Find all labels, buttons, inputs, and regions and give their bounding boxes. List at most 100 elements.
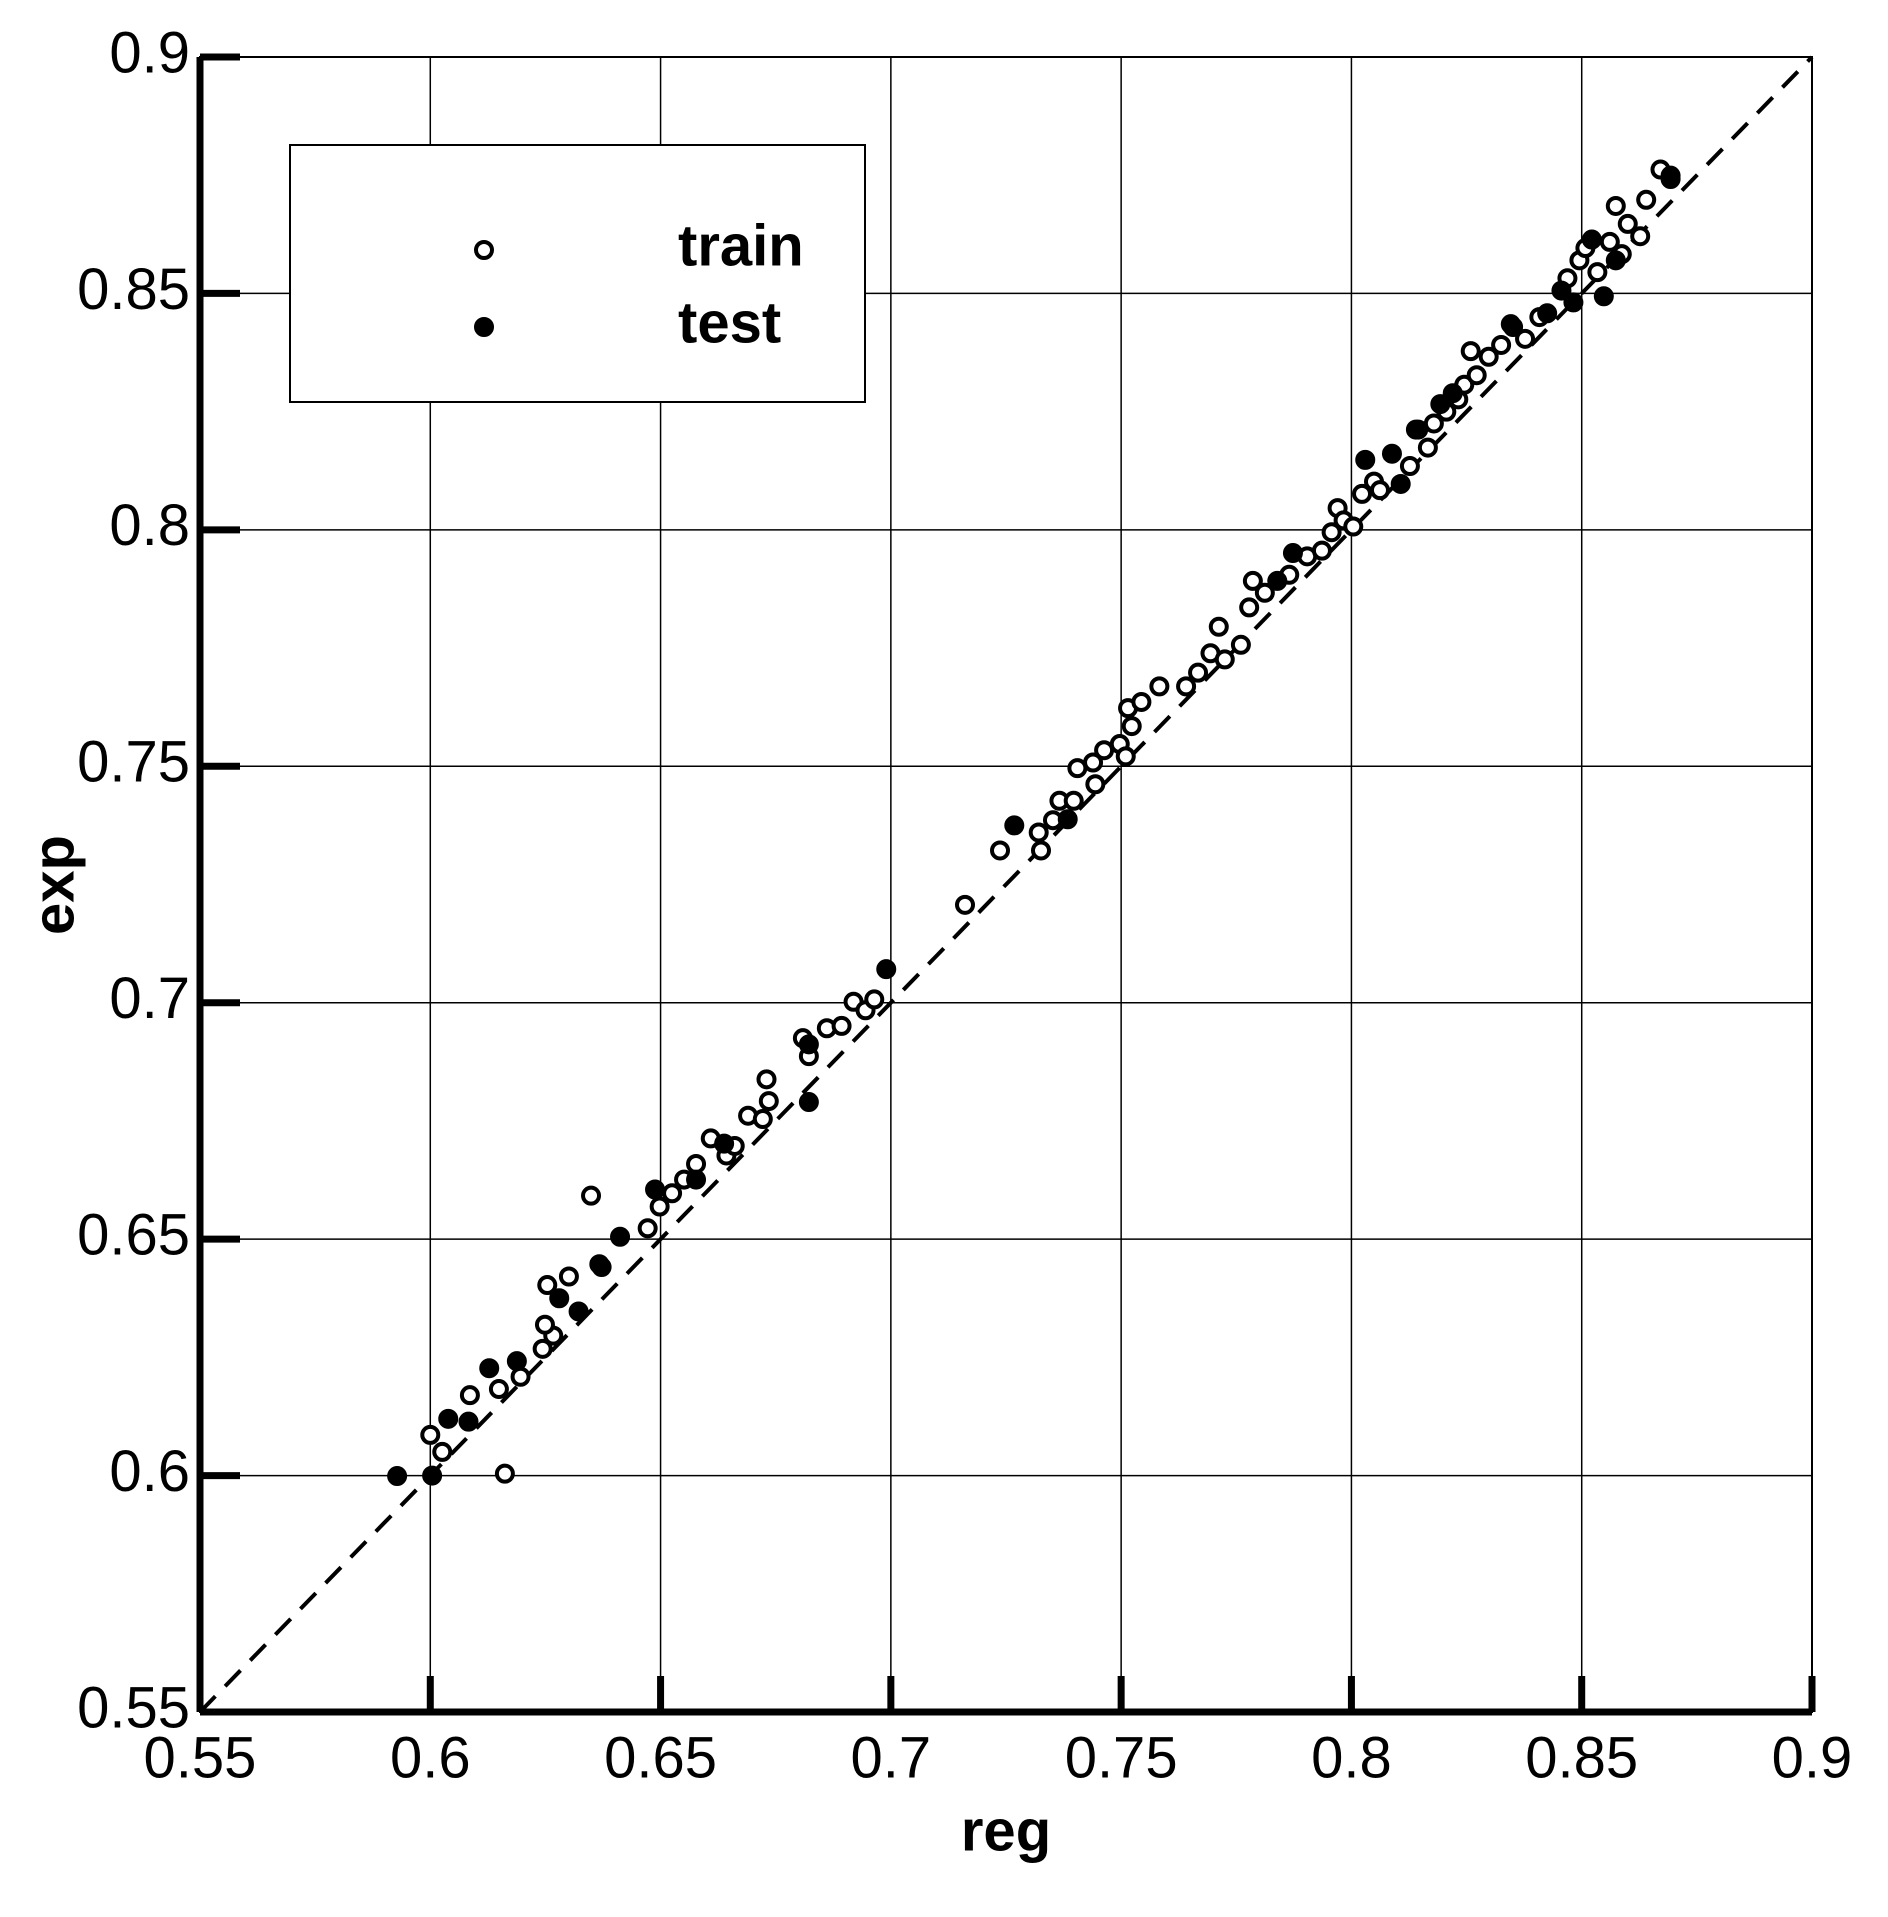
point <box>1460 341 1481 362</box>
point <box>798 1034 819 1055</box>
point <box>686 1153 707 1174</box>
point <box>459 1385 480 1406</box>
point <box>488 1379 509 1400</box>
point <box>637 1218 658 1239</box>
point <box>1267 570 1288 591</box>
point <box>1491 334 1512 355</box>
y-tick-label: 0.7 <box>109 966 190 1031</box>
point <box>1121 716 1142 737</box>
point <box>534 1314 555 1335</box>
point <box>1390 473 1411 494</box>
point <box>1636 189 1657 210</box>
point <box>558 1266 579 1287</box>
point <box>1352 483 1373 504</box>
point <box>432 1441 453 1462</box>
point <box>649 1196 670 1217</box>
point <box>1381 443 1402 464</box>
x-tick-label: 0.55 <box>144 1725 257 1790</box>
legend-marker <box>474 240 494 260</box>
y-tick-label: 0.8 <box>109 493 190 558</box>
point <box>864 989 885 1010</box>
point <box>420 1424 441 1445</box>
point <box>387 1466 408 1487</box>
point <box>1417 437 1438 458</box>
point <box>1605 250 1626 271</box>
point <box>1478 346 1499 367</box>
point <box>686 1169 707 1190</box>
diagonal-line <box>198 55 1814 1714</box>
point <box>479 1358 500 1379</box>
point <box>1067 758 1088 779</box>
point <box>1581 229 1602 250</box>
point <box>549 1288 570 1309</box>
point <box>532 1338 553 1359</box>
point <box>1085 774 1106 795</box>
point <box>758 1091 779 1112</box>
point <box>1605 195 1626 216</box>
point <box>591 1257 612 1278</box>
point <box>1239 597 1260 618</box>
point <box>1551 280 1572 301</box>
point <box>1343 516 1364 537</box>
point <box>1587 262 1608 283</box>
y-tick-label: 0.65 <box>77 1202 190 1267</box>
point <box>1188 662 1209 683</box>
point <box>1369 480 1390 501</box>
point <box>1149 676 1170 697</box>
point <box>1004 815 1025 836</box>
point <box>438 1408 459 1429</box>
legend-label: train <box>678 213 804 278</box>
point <box>798 1092 819 1113</box>
point <box>1131 691 1152 712</box>
point <box>1599 231 1620 252</box>
point <box>756 1069 777 1090</box>
point <box>1176 676 1197 697</box>
point <box>1617 213 1638 234</box>
point <box>1230 634 1251 655</box>
point <box>1214 649 1235 670</box>
point <box>1311 540 1332 561</box>
point <box>990 840 1011 861</box>
legend-box <box>289 144 866 403</box>
y-tick-label: 0.85 <box>77 257 190 322</box>
point <box>1321 522 1342 543</box>
point <box>714 1133 735 1154</box>
point <box>581 1185 602 1206</box>
x-tick-label: 0.7 <box>851 1725 932 1790</box>
point <box>1242 570 1263 591</box>
point <box>422 1465 443 1486</box>
x-tick-label: 0.85 <box>1525 1725 1638 1790</box>
point <box>1563 292 1584 313</box>
point <box>1399 456 1420 477</box>
point <box>1355 449 1376 470</box>
point <box>1537 303 1558 324</box>
point <box>1660 165 1681 186</box>
y-tick-label: 0.75 <box>77 730 190 795</box>
point <box>610 1226 631 1247</box>
legend-marker <box>474 317 494 337</box>
point <box>955 894 976 915</box>
x-tick-label: 0.75 <box>1065 1725 1178 1790</box>
point <box>645 1179 666 1200</box>
x-tick-label: 0.9 <box>1772 1725 1853 1790</box>
point <box>1031 840 1052 861</box>
point <box>1057 809 1078 830</box>
point <box>1423 413 1444 434</box>
point <box>1254 582 1275 603</box>
y-tick-label: 0.9 <box>109 20 190 85</box>
point <box>1063 790 1084 811</box>
point <box>506 1351 527 1372</box>
point <box>1630 226 1651 247</box>
point <box>494 1463 515 1484</box>
point <box>1500 314 1521 335</box>
point <box>1115 746 1136 767</box>
point <box>1466 365 1487 386</box>
point <box>876 959 897 980</box>
legend-label: test <box>678 290 781 355</box>
point <box>568 1301 589 1322</box>
x-tick-label: 0.65 <box>604 1725 717 1790</box>
point <box>831 1015 852 1036</box>
point <box>458 1411 479 1432</box>
y-tick-label: 0.55 <box>77 1675 190 1740</box>
